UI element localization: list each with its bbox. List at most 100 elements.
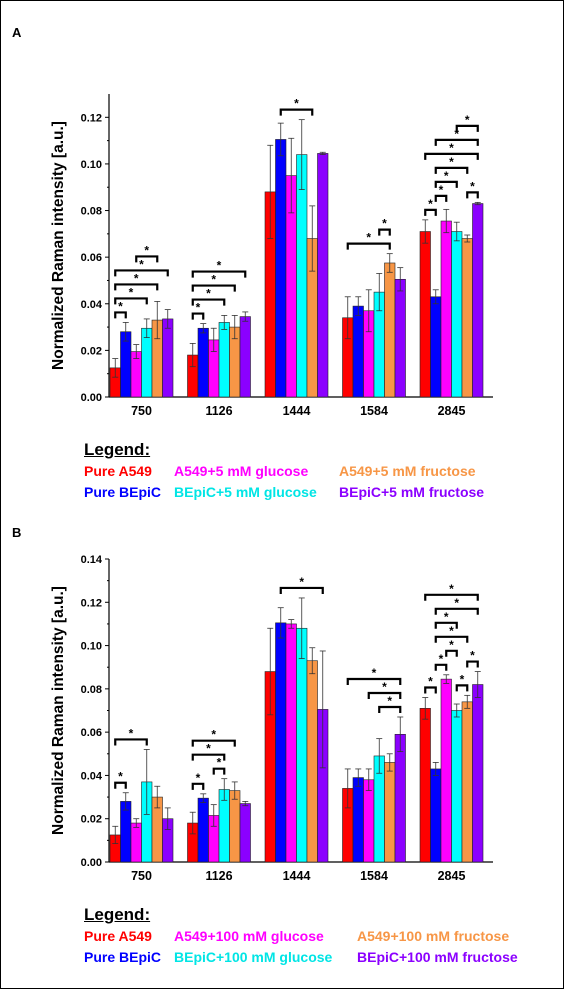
panel-a-y-tick-label: 0.08 [81,206,102,218]
legend-b-item-a549-fructose: A549+100 mM fructose [357,928,510,944]
panel-a-bar [162,318,174,398]
panel-a-significance-star: * [454,127,459,141]
panel-a-significance-bracket [135,255,159,263]
panel-a-significance-bracket [279,108,314,116]
panel-a-significance-star: * [139,257,144,271]
panel-b-y-tick-label: 0.06 [81,727,102,739]
panel-a-label: A [12,25,22,40]
legend-b-item-a549-glucose: A549+100 mM glucose [174,928,324,944]
panel-a-significance-star: * [206,287,211,301]
panel-b-y-tick-label: 0.12 [81,597,102,609]
panel-a-significance-bracket [114,297,148,305]
panel-b-significance-star: * [470,649,475,663]
panel-a-bar [352,305,364,398]
legend-a-item-bepic-glucose: BEpiC+5 mM glucose [174,484,317,500]
panel-a-bar [218,322,230,398]
panel-a-significance-star: * [118,299,123,313]
panel-b-y-tick-label: 0.02 [81,814,102,826]
legend-a-item-pure-bepic: Pure BEpiC [84,484,162,500]
panel-b-significance-bracket [424,686,437,694]
panel-b-bar [296,627,308,863]
panel-b-y-tick-label: 0.14 [81,554,103,566]
panel-b-significance-star: * [299,575,304,589]
panel-b-significance-star: * [211,728,216,742]
panel-b-significance-bracket [455,684,469,692]
panel-b-significance-star: * [444,610,449,624]
panel-b-bar [120,801,132,863]
panel-a-x-tick-label: 750 [131,404,152,418]
panel-a-bar [430,296,442,398]
panel-b-bar [352,777,364,863]
panel-b-bar [419,708,431,863]
panel-b-significance-bracket [191,782,205,790]
legend-title-a: Legend: [84,440,151,459]
panel-a-x-tick-label: 1444 [283,404,311,418]
panel-b-significance-bracket [434,663,448,671]
panel-a-significance-bracket [434,194,448,202]
panel-a-significance-bracket [114,269,169,277]
panel-a-x-tick-label: 1584 [360,404,388,418]
panel-b-significance-bracket [191,753,226,761]
panel-b-significance-bracket [346,677,402,685]
panel-a-bar [239,316,251,398]
legend-b-item-bepic-fructose: BEpiC+100 mM fructose [357,949,518,965]
panel-a-significance-bracket [191,298,226,306]
panel-a-significance-star: * [444,169,449,183]
panel-b-x-tick-label: 1444 [283,869,311,883]
panel-a-significance-bracket [434,166,469,174]
panel-a-significance-star: * [449,155,454,169]
panel-b-x-tick-label: 1584 [360,869,388,883]
panel-b-bar [130,822,142,863]
panel-b-significance-star: * [196,771,201,785]
panel-a-significance-bracket [378,228,391,236]
panel-a-bar [384,262,396,398]
panel-a-bar [472,203,484,398]
legend-a-item-a549-fructose: A549+5 mM fructose [339,463,476,479]
panel-b-significance-star: * [449,582,454,596]
panel-b-significance-bracket [212,767,226,775]
panel-a-significance-bracket [434,180,458,188]
panel-a-bar [451,231,463,398]
panel-b-significance-bracket [114,781,127,789]
panel-a-y-tick-label: 0.02 [81,345,102,357]
panel-b-bar [472,684,484,863]
panel-a-significance-star: * [465,113,470,127]
panel-a-y-tick-label: 0.04 [81,299,103,311]
legend-title-b: Legend: [84,905,151,924]
panel-b-bar [239,803,251,863]
panel-b-significance-star: * [428,675,433,689]
panel-a-significance-bracket [455,124,479,132]
panel-b-significance-star: * [382,680,387,694]
panel-b-significance-bracket [378,705,402,713]
panel-a-bar [296,154,308,398]
panel-a-y-tick-label: 0.12 [81,112,102,124]
panel-a-bar [120,331,132,398]
panel-b-significance-star: * [118,770,123,784]
panel-a-significance-bracket [114,283,159,291]
panel-a-significance-bracket [191,284,236,292]
panel-b-bar [461,701,473,863]
panel-a-bar [141,327,153,398]
panel-b-y-tick-label: 0.08 [81,684,102,696]
panel-b-bar [440,678,452,863]
legend-a-item-bepic-fructose: BEpiC+5 mM fructose [339,484,485,500]
panel-b-significance-bracket [434,621,458,629]
panel-b-bar [363,779,375,863]
panel-a-significance-star: * [428,197,433,211]
panel-a-bar [440,220,452,398]
panel-a-significance-bracket [191,270,247,278]
panel-b-bar [306,660,318,863]
panel-a-chart: A 0.00 0.02 0.04 0.06 0.08 0.10 0.12 Normalized … [12,25,493,418]
panel-a-significance-star: * [382,217,387,231]
panel-a-significance-star: * [449,141,454,155]
panel-a-significance-star: * [439,183,444,197]
panel-b-significance-bracket [434,635,469,643]
panel-a-significance-bracket [466,191,479,199]
panel-b-x-tick-label: 1126 [205,869,232,883]
panel-b-bar [451,710,463,863]
panel-b-significance-bracket [445,649,458,657]
panel-b-bar [229,790,241,863]
panel-a-bar [394,278,406,398]
